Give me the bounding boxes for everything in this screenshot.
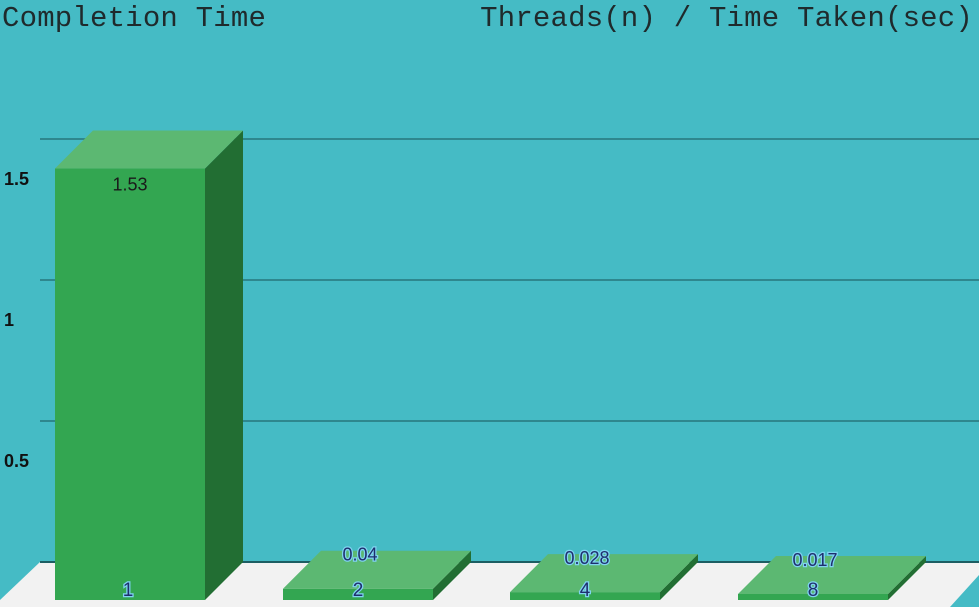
y-tick-label: 0.5 [4, 451, 29, 471]
value-label-8: 0.017 [792, 550, 837, 570]
x-category-label-4: 4 [580, 580, 591, 601]
bar-4-side [660, 554, 698, 600]
bar-2-side [433, 550, 471, 600]
bar-8-front [738, 594, 888, 600]
bar-8-side [888, 556, 926, 600]
value-label-4: 0.028 [564, 548, 609, 568]
value-label-2: 0.04 [342, 545, 377, 565]
bar-2-top [283, 550, 471, 589]
bar-8-top [738, 556, 926, 594]
y-tick-label: 1.5 [4, 169, 29, 189]
floor-corner [950, 575, 979, 607]
bar-1-side [205, 130, 243, 601]
value-label-1: 1.53 [112, 175, 147, 195]
x-category-label-2: 2 [353, 580, 364, 601]
y-tick-label: 1 [4, 310, 14, 330]
x-category-label-8: 8 [808, 580, 819, 601]
x-category-label-1: 1 [123, 580, 134, 601]
chart-subtitle: Threads(n) / Time Taken(sec) [480, 2, 973, 35]
bar-4-front [510, 592, 660, 600]
bar-1-front [55, 168, 205, 601]
bar-1-top [55, 130, 243, 169]
chart-floor [0, 562, 979, 607]
chart-title: Completion Time [2, 2, 267, 35]
bar-2-front [283, 588, 433, 600]
bar-4-top [510, 554, 698, 593]
